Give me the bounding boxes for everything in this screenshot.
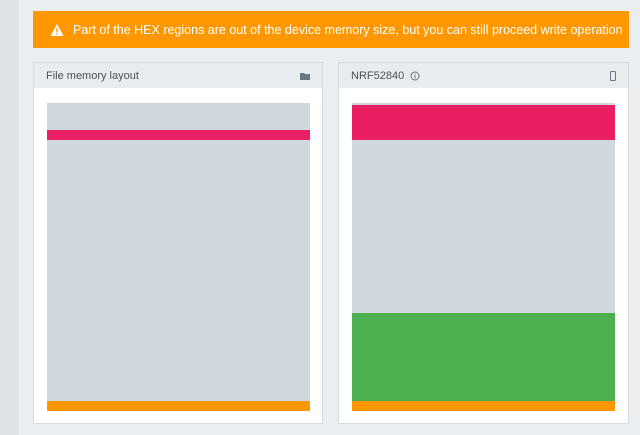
device-icon[interactable] — [610, 70, 616, 81]
device-panel-title: NRF52840 — [351, 69, 405, 82]
file-panel-header: File memory layout — [34, 63, 322, 88]
file-region-orange[interactable] — [47, 401, 310, 411]
info-icon[interactable] — [410, 71, 420, 81]
device-region-red[interactable] — [352, 105, 615, 140]
warning-text: Part of the HEX regions are out of the d… — [73, 22, 623, 37]
device-region-orange[interactable] — [352, 401, 615, 411]
device-memory-layout-panel: NRF52840 — [338, 62, 629, 424]
left-sidebar-strip — [0, 0, 19, 435]
device-panel-title-group: NRF52840 — [351, 70, 610, 82]
file-memory-map — [47, 103, 310, 411]
file-region-red[interactable] — [47, 130, 310, 140]
file-memory-layout-panel: File memory layout — [33, 62, 323, 424]
file-panel-title: File memory layout — [46, 69, 139, 82]
device-memory-map — [352, 103, 615, 411]
warning-banner: Part of the HEX regions are out of the d… — [33, 11, 629, 48]
warning-triangle-icon — [50, 23, 64, 37]
device-region-green[interactable] — [352, 313, 615, 401]
folder-icon[interactable] — [300, 72, 310, 80]
device-panel-header: NRF52840 — [339, 63, 628, 88]
